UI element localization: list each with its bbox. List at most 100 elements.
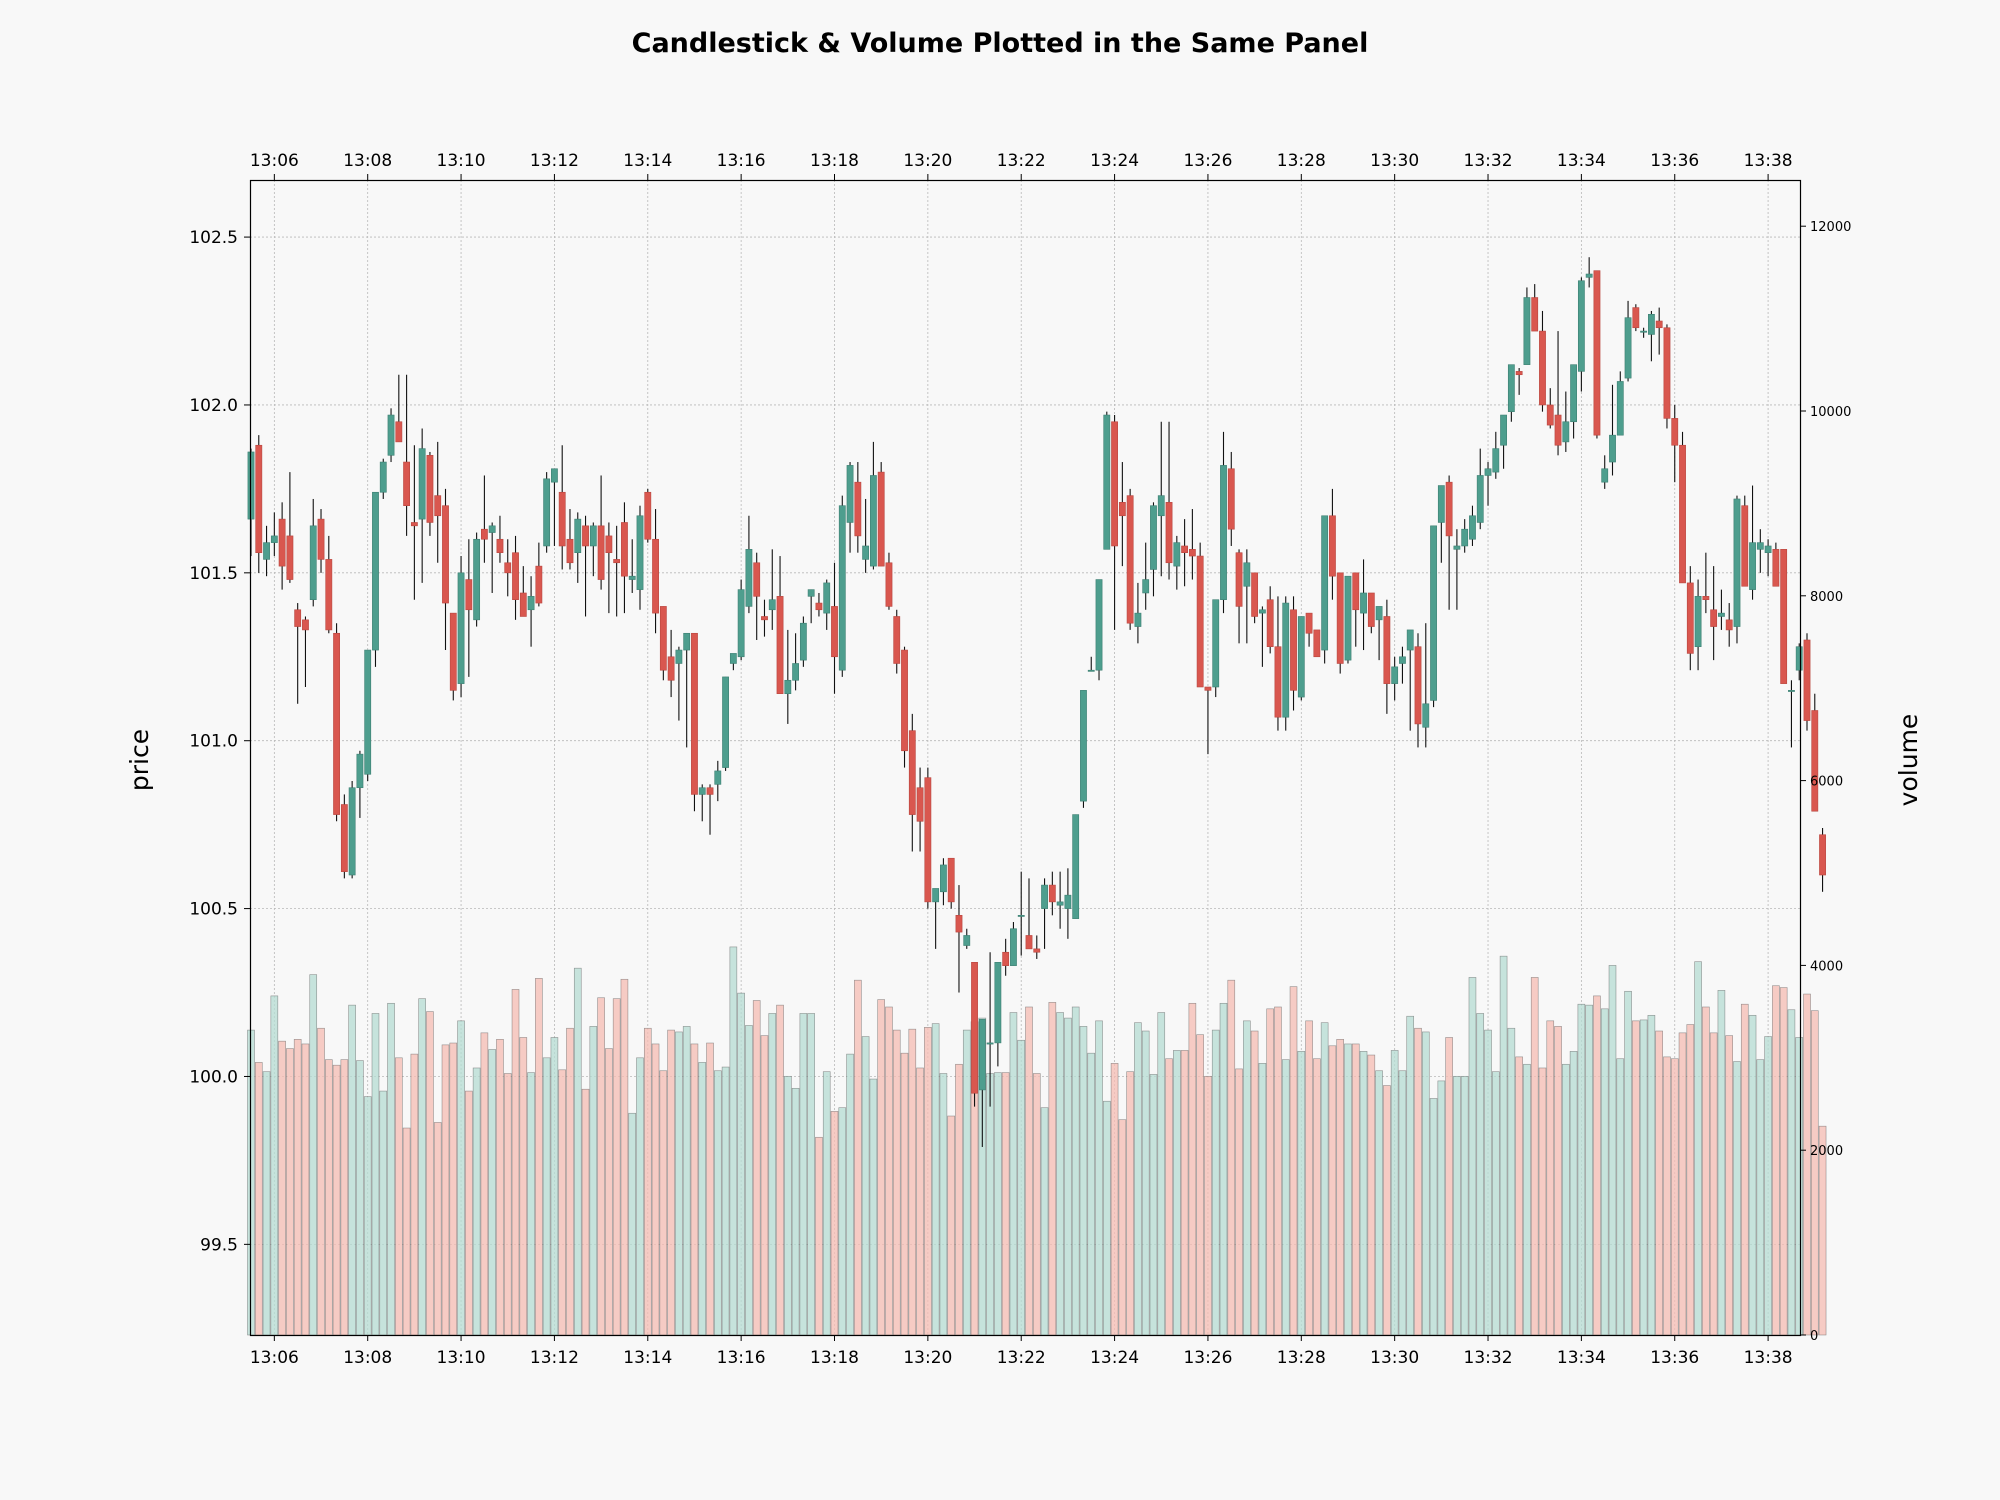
- volume-bar: [1632, 1020, 1640, 1336]
- candle-body-down: [1383, 616, 1391, 684]
- candle-body-up: [932, 888, 940, 903]
- candle-body-down: [442, 505, 449, 604]
- candle-body-up: [1718, 612, 1725, 617]
- volume-bar: [472, 1067, 481, 1336]
- candle-body-up: [551, 468, 558, 483]
- x-tick-label-top: 13:26: [1183, 151, 1232, 171]
- volume-bar: [410, 1053, 419, 1336]
- volume-bar: [1243, 1020, 1251, 1336]
- candle-body-down: [1725, 619, 1733, 631]
- volume-bar: [1406, 1015, 1415, 1336]
- candle-body-down: [535, 565, 543, 604]
- candle-body-up: [1103, 414, 1111, 550]
- volume-bar: [1787, 1009, 1796, 1336]
- volume-bar: [1717, 990, 1726, 1336]
- candle-body-up: [729, 653, 737, 664]
- candle-body-up: [1640, 330, 1648, 333]
- volume-bar: [301, 1043, 310, 1336]
- candle-body-down: [1048, 884, 1056, 903]
- volume-bar: [1655, 1030, 1663, 1336]
- candle-body-up: [698, 787, 706, 795]
- x-tick-label: 13:16: [717, 1348, 766, 1368]
- volume-bar: [776, 1004, 784, 1336]
- volume-bar: [675, 1031, 683, 1336]
- candle-body-down: [1593, 270, 1601, 436]
- volume-bar: [721, 1066, 730, 1336]
- candle-body-up: [1507, 364, 1515, 412]
- candle-body-up: [364, 649, 372, 775]
- volume-bar: [1437, 1080, 1446, 1336]
- volume-bar: [1398, 1070, 1407, 1336]
- candle-body-up: [1577, 280, 1585, 372]
- candle-body-down: [916, 787, 924, 822]
- x-tick-label-top: 13:18: [810, 151, 859, 171]
- candle-body-down: [1679, 444, 1686, 584]
- volume-bar: [356, 1060, 364, 1336]
- candle-body-up: [1010, 928, 1017, 966]
- candle-body-up: [963, 935, 971, 946]
- candle-body-up: [1064, 894, 1072, 909]
- volume-bar: [371, 1013, 380, 1336]
- candle-body-down: [908, 730, 916, 815]
- candle-body-up: [1321, 515, 1329, 651]
- candle-body-down: [1367, 592, 1375, 627]
- candle-body-up: [1297, 616, 1305, 698]
- volume-bar: [1748, 1014, 1757, 1336]
- volume-bar: [1694, 961, 1702, 1336]
- candle-body-down: [1632, 307, 1640, 329]
- x-tick-label-top: 13:38: [1744, 151, 1793, 171]
- candle-body-down: [1772, 549, 1780, 587]
- candle-body-down: [1741, 505, 1749, 587]
- candle-body-down: [496, 538, 504, 553]
- volume-bar: [1779, 987, 1788, 1336]
- volume-bar: [1554, 1026, 1562, 1336]
- candle-body-down: [1251, 572, 1259, 617]
- candle-body-up: [1391, 666, 1399, 684]
- volume-bar: [254, 1062, 263, 1336]
- volume-bar: [807, 1013, 815, 1336]
- candle-body-up: [473, 538, 481, 621]
- volume-bar: [1344, 1043, 1352, 1336]
- x-tick-label: 13:06: [250, 1348, 299, 1368]
- candle-body-up: [372, 491, 379, 651]
- volume-bar: [1585, 1004, 1593, 1336]
- candle-body-up: [737, 589, 745, 658]
- volume-bar: [332, 1064, 341, 1336]
- volume-bar: [822, 1071, 831, 1336]
- volume-bar: [1149, 1074, 1158, 1336]
- volume-bar: [939, 1073, 948, 1336]
- volume-bar: [317, 1027, 325, 1336]
- candle-body-down: [877, 471, 885, 567]
- candles: [247, 257, 1826, 1147]
- volume-bar: [1803, 993, 1811, 1336]
- candle-body-up: [1422, 703, 1430, 728]
- volume-bar: [1235, 1068, 1243, 1336]
- volume-bar: [449, 1042, 458, 1336]
- candle-body-up: [1041, 884, 1048, 909]
- volume-bar: [270, 995, 279, 1336]
- candle-body-up: [527, 596, 535, 611]
- volume-bar: [1670, 1058, 1679, 1336]
- candle-body-down: [1305, 612, 1313, 634]
- x-tick-label-top: 13:16: [717, 151, 766, 171]
- volume-bar: [597, 997, 605, 1336]
- candle-body-down: [465, 579, 473, 611]
- volume-bar: [1733, 1061, 1741, 1336]
- x-tick-label: 13:08: [343, 1348, 392, 1368]
- volume-bar: [542, 1057, 551, 1336]
- volume-bar: [1663, 1056, 1671, 1336]
- candle-body-up: [418, 448, 426, 520]
- candle-body-up: [1080, 690, 1087, 802]
- candle-body-up: [1212, 599, 1220, 688]
- volume-bar: [931, 1023, 940, 1336]
- volume-bar: [387, 1002, 395, 1336]
- volume-bar: [1507, 1027, 1516, 1336]
- candle-body-up: [994, 962, 1002, 1044]
- candle-body-up: [1469, 515, 1476, 540]
- volume-bar: [784, 1075, 792, 1336]
- volume-bars: [247, 946, 1827, 1336]
- volume-bar: [1686, 1024, 1695, 1336]
- candle-body-down: [340, 804, 348, 872]
- plot-frame: [249, 179, 1802, 1337]
